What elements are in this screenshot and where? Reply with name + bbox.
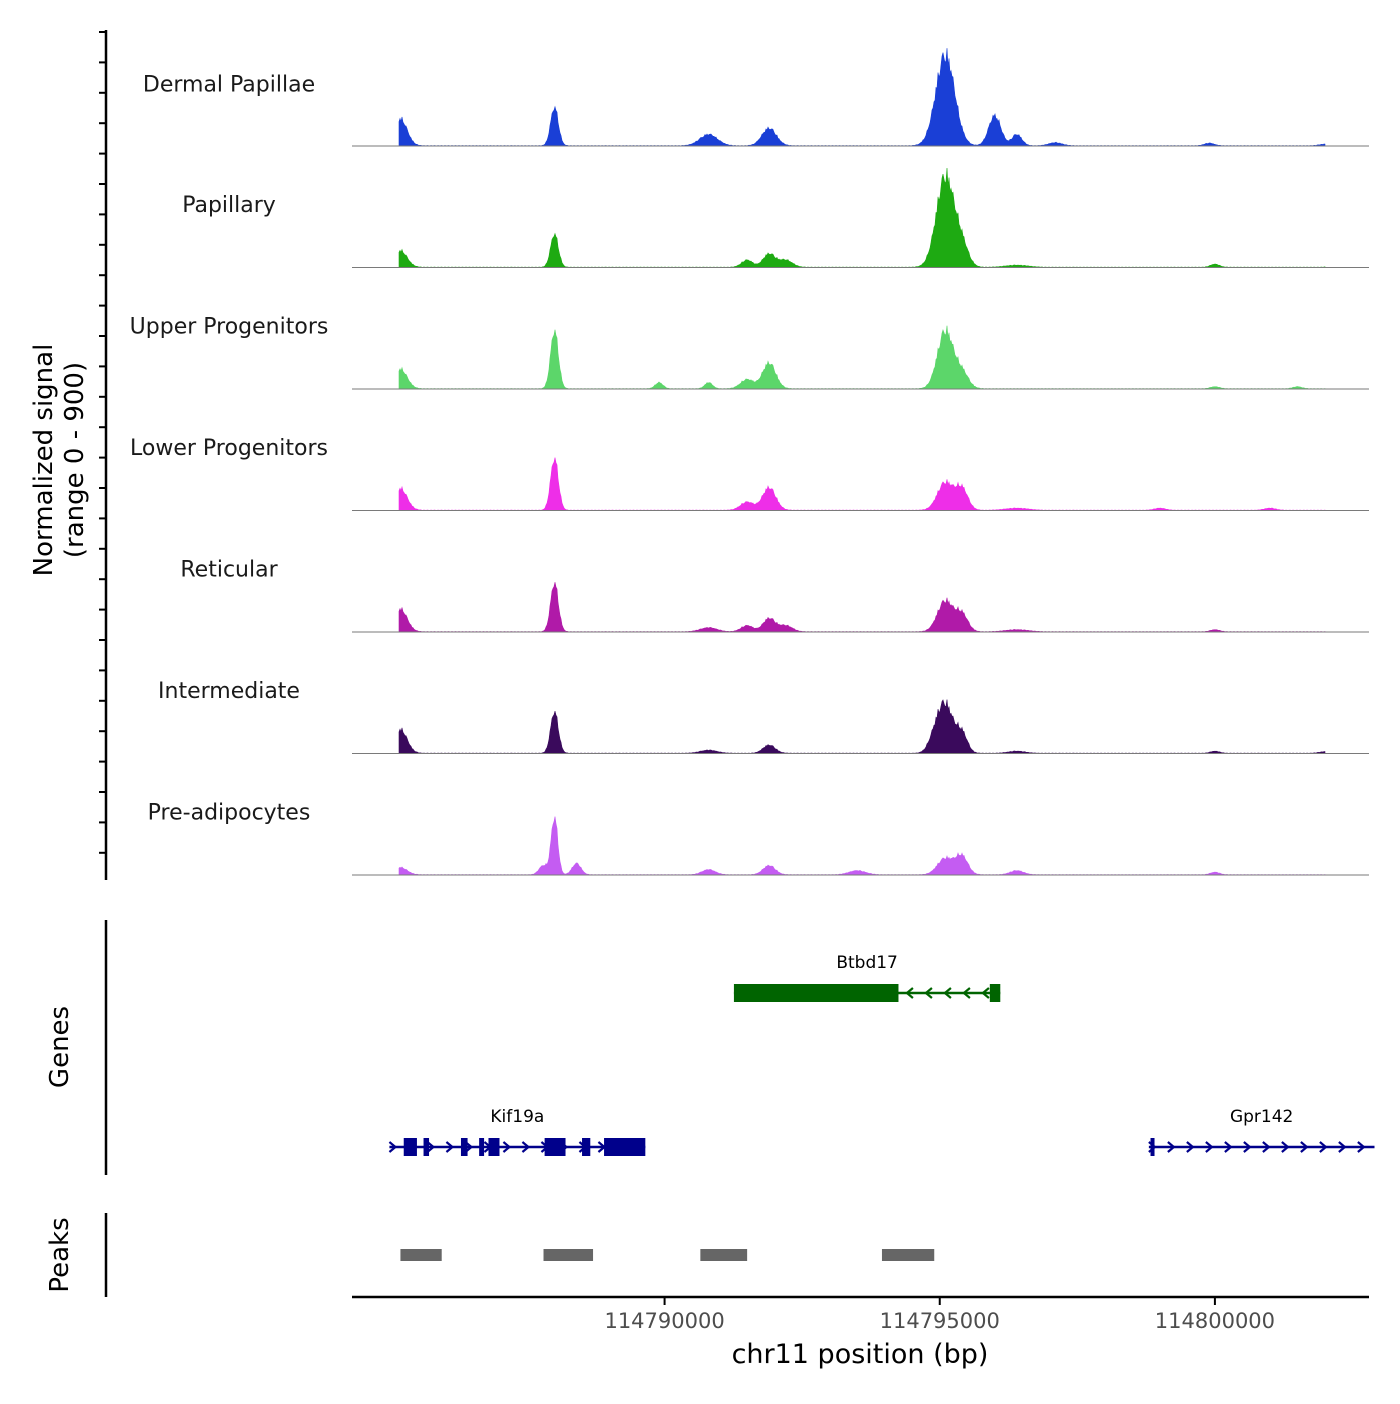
track-label: Reticular	[180, 558, 278, 583]
strand-arrow	[1224, 1141, 1233, 1153]
signal-ylabel-line1: Normalized signal	[29, 344, 59, 577]
signal-ylabel-line2: (range 0 - 900)	[60, 362, 90, 558]
coverage-area	[398, 457, 1326, 511]
strand-arrow	[1338, 1141, 1347, 1153]
signal-axis-ticks	[99, 31, 106, 854]
signal-y-axis	[99, 30, 108, 880]
gene-kif19a: Kif19a	[388, 1107, 646, 1156]
x-tick-label: 114795000	[880, 1309, 1000, 1333]
strand-arrow	[1186, 1141, 1195, 1153]
track-lower-progenitors: Lower Progenitors	[130, 436, 1369, 511]
gene-gpr142: Gpr142	[1148, 1107, 1375, 1156]
coverage-area	[398, 699, 1326, 754]
strand-arrow	[943, 987, 952, 999]
strand-arrow	[388, 1141, 398, 1153]
strand-arrow	[1300, 1141, 1309, 1153]
peak-region	[881, 1249, 935, 1261]
exon	[479, 1138, 485, 1156]
gene-label: Gpr142	[1230, 1107, 1293, 1127]
exon	[582, 1138, 591, 1156]
x-tick-label: 114790000	[604, 1309, 724, 1333]
track-label: Upper Progenitors	[130, 315, 329, 340]
track-label: Papillary	[182, 193, 276, 218]
genes-track: Btbd17 Kif19a Gpr142	[388, 953, 1375, 1156]
coverage-area	[398, 582, 1326, 633]
exon	[733, 984, 899, 1002]
x-axis-label: chr11 position (bp)	[732, 1339, 989, 1370]
track-label: Dermal Papillae	[143, 73, 315, 98]
track-dermal-papillae: Dermal Papillae	[143, 48, 1369, 147]
strand-arrow	[426, 1141, 436, 1153]
coverage-area	[398, 816, 1326, 876]
exon	[423, 1138, 430, 1156]
track-papillary: Papillary	[182, 168, 1369, 268]
peak-region	[543, 1249, 594, 1261]
strand-arrow	[445, 1141, 455, 1153]
strand-arrow	[1205, 1141, 1214, 1153]
track-label: Intermediate	[158, 679, 300, 704]
strand-arrow	[924, 987, 933, 999]
track-reticular: Reticular	[180, 558, 1369, 633]
strand-arrow	[1262, 1141, 1271, 1153]
peaks-ylabel: Peaks	[45, 1217, 75, 1292]
genes-ylabel: Genes	[45, 1006, 75, 1088]
exon	[488, 1138, 500, 1156]
strand-arrow	[521, 1141, 531, 1153]
track-label: Lower Progenitors	[130, 436, 328, 461]
strand-arrow	[502, 1141, 512, 1153]
gene-btbd17: Btbd17	[733, 953, 1001, 1002]
x-axis-ticks: 114790000 114795000 114800000	[604, 1297, 1275, 1333]
peak-region	[400, 1249, 442, 1261]
signal-tracks: Dermal Papillae Papillary Upper Progenitor…	[130, 48, 1369, 876]
track-label: Pre-adipocytes	[148, 801, 311, 826]
gene-label: Kif19a	[490, 1107, 544, 1127]
peak-region	[700, 1249, 748, 1261]
coverage-area	[398, 325, 1326, 390]
x-tick-label: 114800000	[1155, 1309, 1275, 1333]
track-upper-progenitors: Upper Progenitors	[130, 315, 1369, 390]
track-intermediate: Intermediate	[158, 679, 1369, 754]
strand-arrow	[1319, 1141, 1328, 1153]
strand-arrow	[981, 987, 990, 999]
strand-arrow	[1281, 1141, 1290, 1153]
exon	[403, 1138, 417, 1156]
exon	[989, 984, 1001, 1002]
exon	[1150, 1138, 1155, 1156]
strand-arrow	[1357, 1141, 1366, 1153]
peaks-track	[400, 1249, 935, 1261]
strand-arrow	[962, 987, 971, 999]
strand-arrow	[1243, 1141, 1252, 1153]
track-pre-adipocytes: Pre-adipocytes	[148, 801, 1369, 876]
exon	[544, 1138, 566, 1156]
strand-arrow	[1167, 1141, 1176, 1153]
coverage-area	[398, 48, 1326, 147]
gene-label: Btbd17	[836, 953, 898, 973]
strand-arrow	[905, 987, 914, 999]
exon	[460, 1138, 468, 1156]
exon	[604, 1138, 646, 1156]
coverage-area	[398, 168, 1326, 268]
